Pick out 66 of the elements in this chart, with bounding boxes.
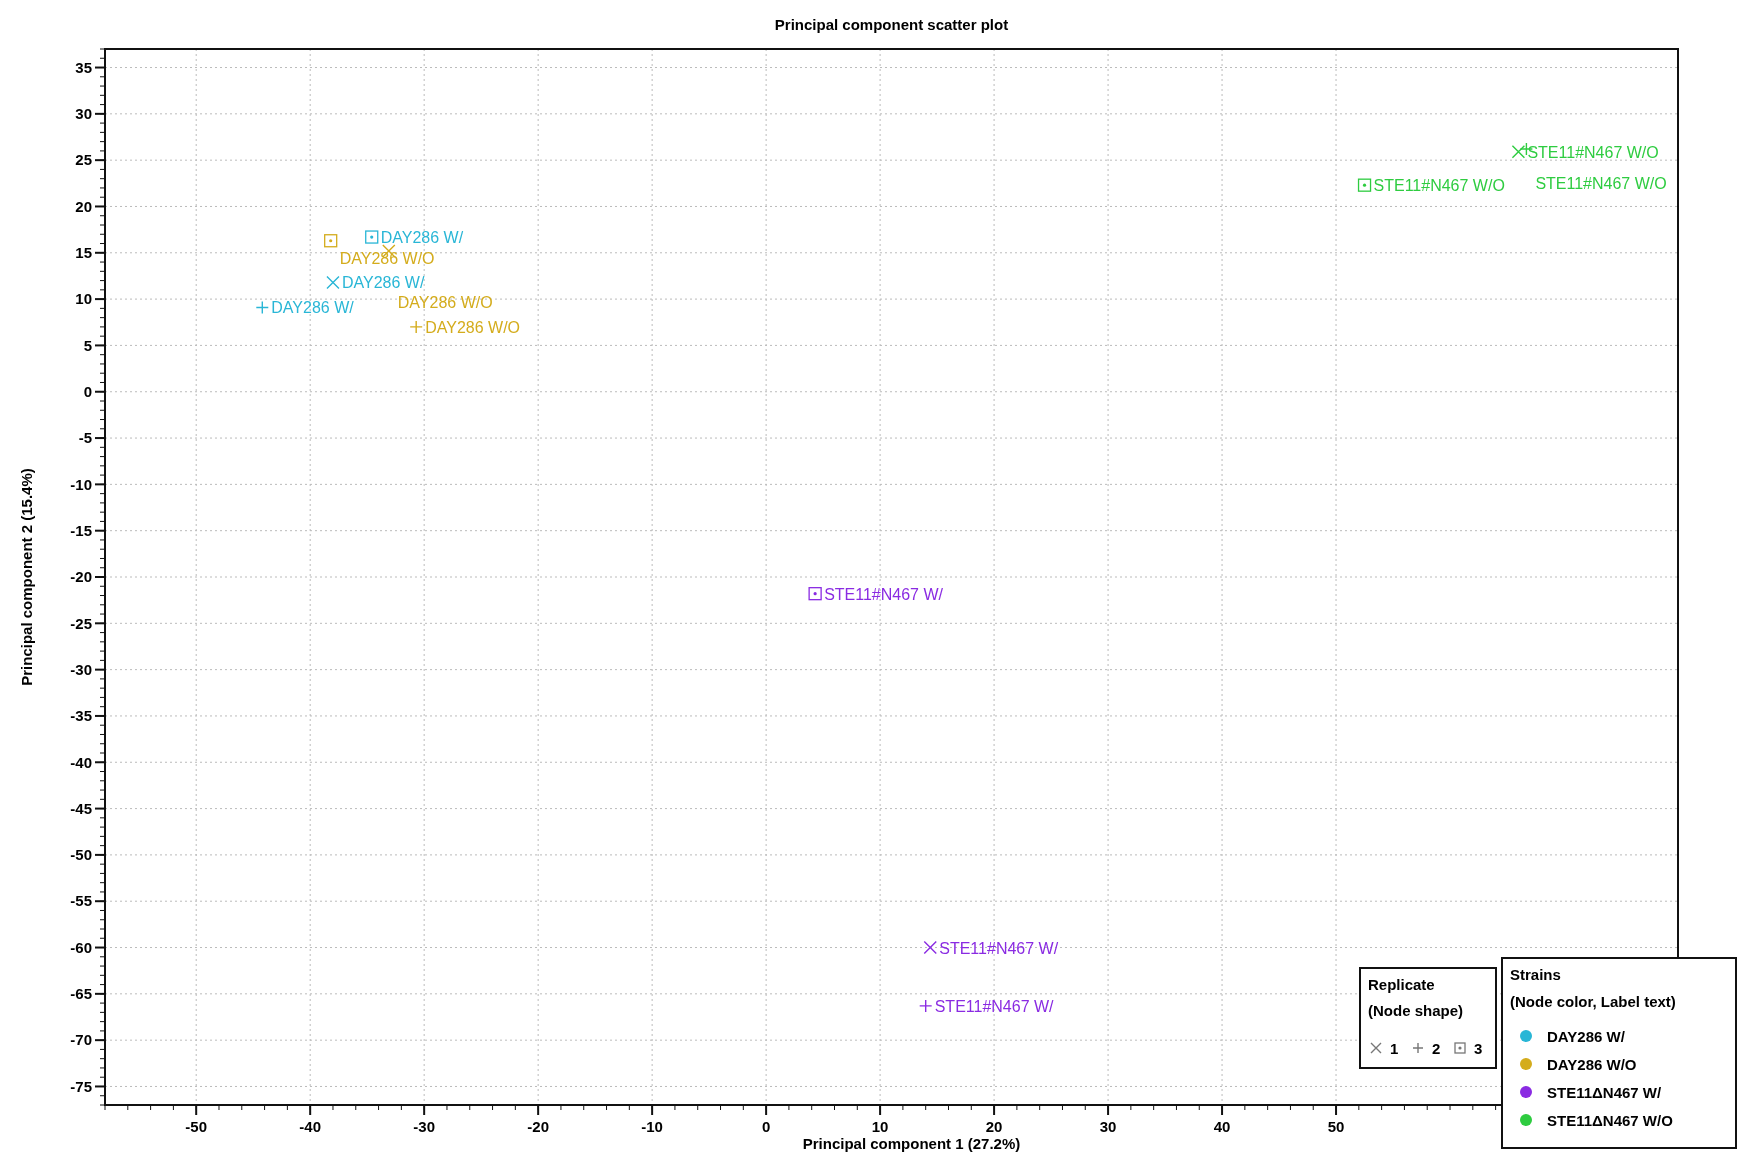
legend-title: Strains (Node color, Label text) bbox=[1510, 966, 1676, 1010]
y-tick-label: 0 bbox=[83, 382, 92, 400]
y-tick-label: 5 bbox=[83, 336, 92, 354]
y-tick-label: -10 bbox=[70, 475, 92, 493]
y-tick-label: -75 bbox=[70, 1077, 92, 1095]
annotation: Replicate (Node shape) bbox=[1368, 976, 1464, 1019]
y-tick-label: -5 bbox=[78, 429, 92, 447]
data-label: DAY286 W/O bbox=[425, 318, 521, 336]
data-label: STE11#N467 W/O bbox=[1527, 143, 1659, 161]
point bbox=[326, 275, 340, 290]
y-tick-label: -45 bbox=[70, 799, 92, 817]
x-tick-label: -30 bbox=[413, 1118, 435, 1135]
data-label: DAY286 W/O bbox=[339, 249, 435, 267]
annotation: 2 bbox=[1432, 1040, 1441, 1057]
point bbox=[923, 940, 937, 955]
point bbox=[255, 300, 269, 315]
x-tick-label: -40 bbox=[299, 1118, 322, 1135]
y-axis-title: Principal component 2 (15.4%) bbox=[18, 468, 35, 686]
x-tick-label: -20 bbox=[527, 1118, 549, 1135]
legend-label: DAY286 W/ bbox=[1547, 1028, 1626, 1045]
x-tick-label: 50 bbox=[1327, 1118, 1345, 1135]
point bbox=[1357, 178, 1372, 192]
y-tick-label: -65 bbox=[70, 985, 92, 1003]
point bbox=[324, 234, 338, 248]
y-tick-label: 15 bbox=[75, 244, 92, 262]
y-tick-label: -60 bbox=[70, 938, 92, 956]
y-tick-label: -15 bbox=[70, 521, 92, 539]
data-label: STE11#N467 W/ bbox=[934, 997, 1055, 1015]
data-label: STE11#N467 W/O bbox=[1373, 177, 1505, 195]
annotation: 3 bbox=[1474, 1040, 1483, 1057]
y-tick-label: 10 bbox=[75, 290, 92, 308]
y-tick-label: -35 bbox=[70, 707, 92, 725]
chart-title: Principal component scatter plot bbox=[774, 16, 1009, 33]
x-axis-title: Principal component 1 (27.2%) bbox=[802, 1135, 1021, 1152]
data-label: STE11#N467 W/ bbox=[939, 939, 1059, 957]
x-tick-label: 10 bbox=[871, 1118, 889, 1135]
legend-label: STE11ΔN467 W/ bbox=[1547, 1084, 1662, 1101]
x-tick-label: 40 bbox=[1213, 1118, 1231, 1135]
y-tick-label: -40 bbox=[70, 753, 92, 771]
legend-label: STE11ΔN467 W/O bbox=[1547, 1112, 1674, 1129]
legend-label: DAY286 W/O bbox=[1547, 1056, 1637, 1073]
data-label: STE11#N467 W/O bbox=[1535, 175, 1667, 193]
point bbox=[365, 230, 379, 244]
x-tick-label: -10 bbox=[641, 1118, 663, 1135]
y-tick-label: 35 bbox=[75, 58, 92, 76]
y-tick-label: -20 bbox=[70, 568, 92, 586]
annotation: 1 bbox=[1390, 1040, 1399, 1057]
y-tick-label: 25 bbox=[75, 151, 92, 169]
data-label: DAY286 W/O bbox=[397, 293, 493, 311]
data-label: STE11#N467 W/ bbox=[824, 585, 944, 603]
data-label: DAY286 W/ bbox=[271, 299, 355, 317]
y-tick-label: -50 bbox=[70, 846, 92, 864]
y-tick-label: -30 bbox=[70, 660, 92, 678]
y-tick-label: -55 bbox=[70, 892, 92, 910]
y-tick-label: 30 bbox=[75, 105, 92, 123]
x-tick-label: 20 bbox=[985, 1118, 1003, 1135]
point bbox=[808, 587, 822, 601]
y-tick-label: -25 bbox=[70, 614, 92, 632]
point bbox=[1511, 145, 1526, 159]
y-tick-label: 20 bbox=[75, 197, 92, 215]
x-tick-label: 30 bbox=[1099, 1118, 1117, 1135]
y-tick-label: -70 bbox=[70, 1031, 92, 1049]
x-tick-label: -50 bbox=[185, 1118, 208, 1135]
x-tick-label: 0 bbox=[761, 1118, 771, 1135]
data-label: DAY286 W/ bbox=[380, 229, 464, 247]
data-label: DAY286 W/ bbox=[341, 274, 425, 292]
